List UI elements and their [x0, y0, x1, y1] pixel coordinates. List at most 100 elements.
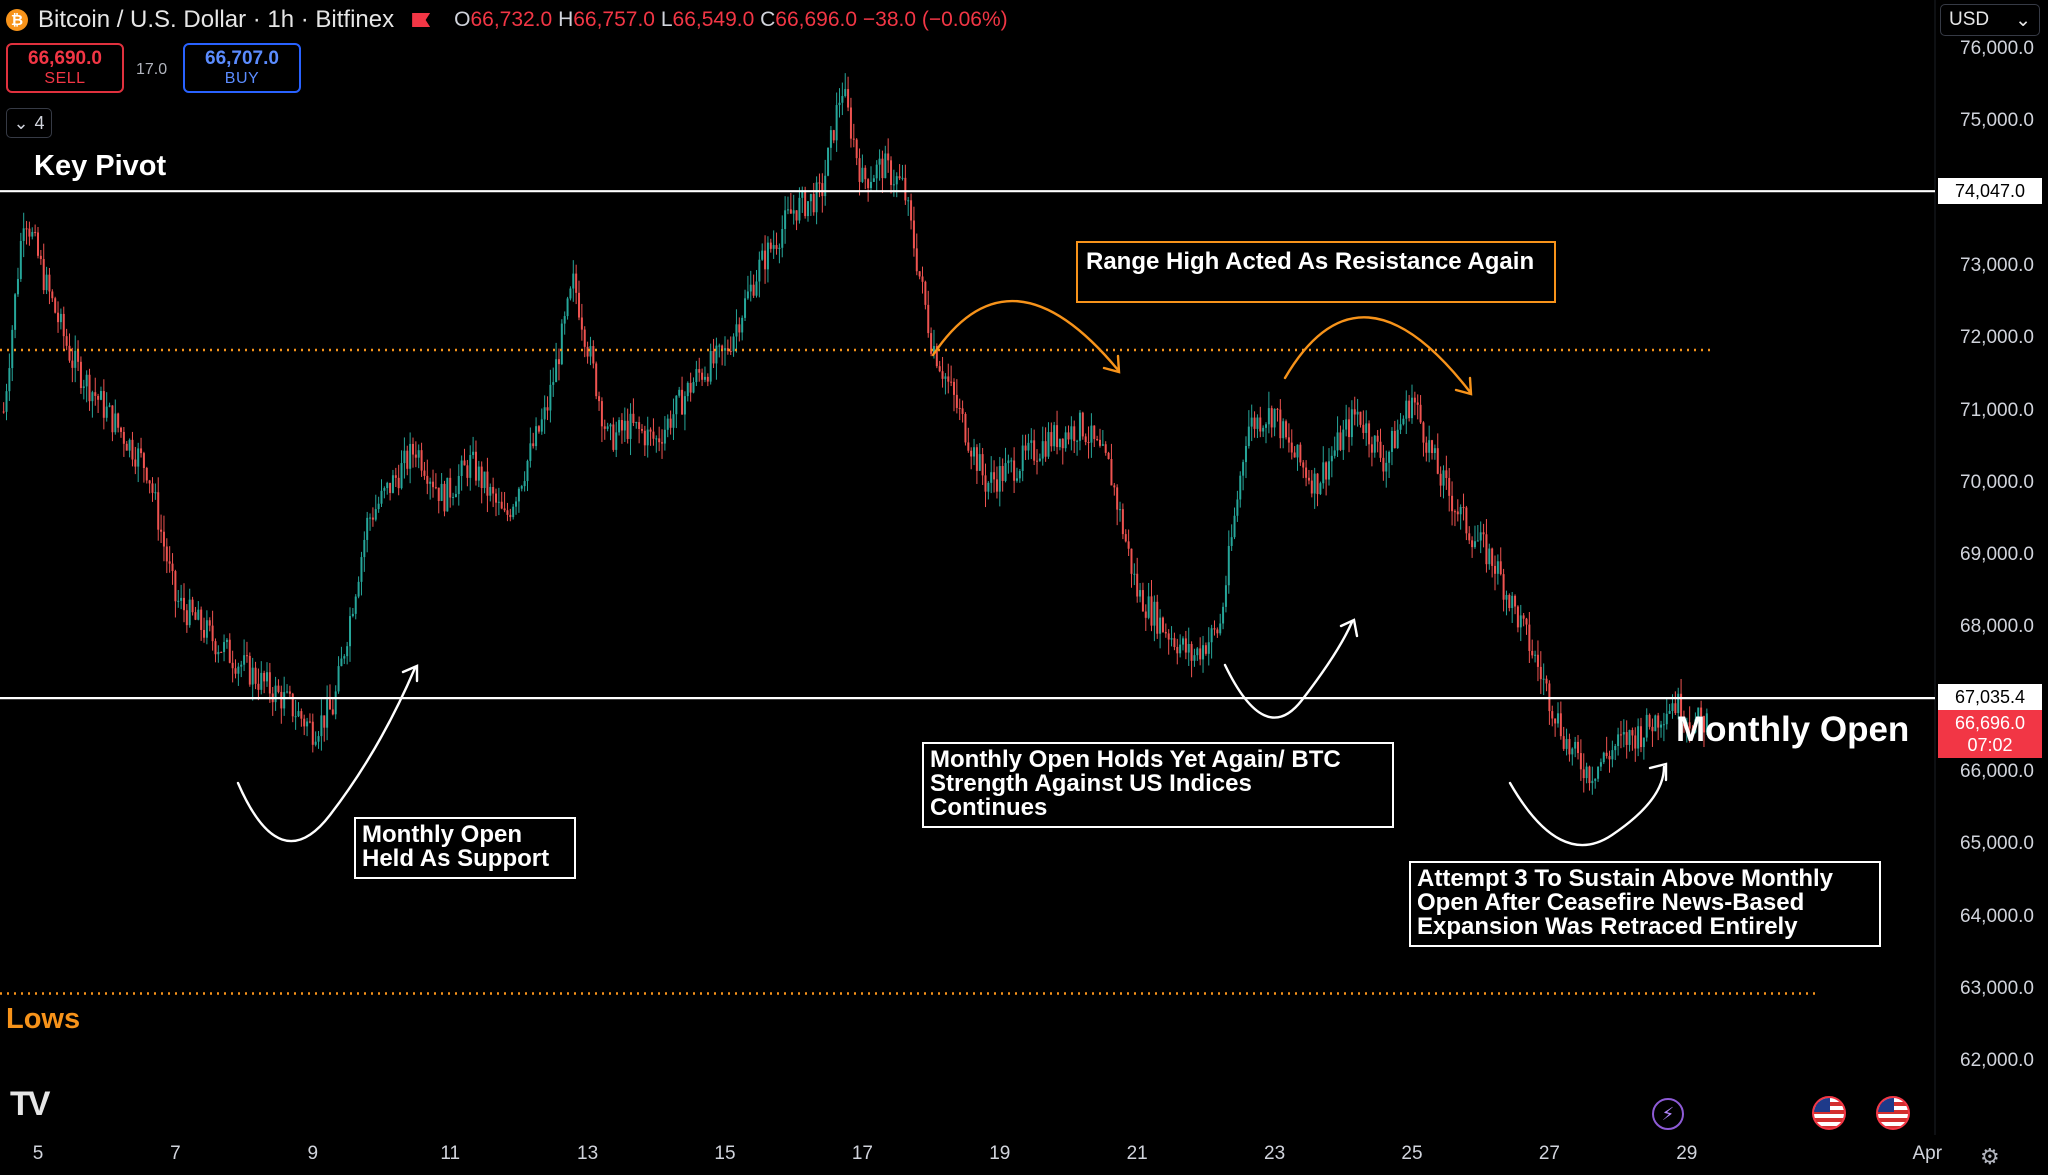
candle-body — [881, 158, 884, 179]
candle-body — [572, 273, 575, 289]
buy-button[interactable]: 66,707.0 BUY — [183, 43, 301, 93]
tradingview-logo-icon[interactable]: TV — [10, 1085, 50, 1123]
candle-body — [125, 443, 128, 451]
candle-body — [640, 428, 643, 431]
candle-body — [615, 432, 618, 450]
chevron-down-icon: ⌄ — [13, 112, 29, 133]
buy-price: 66,707.0 — [205, 48, 279, 69]
candle-body — [360, 557, 363, 582]
lightning-icon[interactable]: ⚡ — [1652, 1098, 1684, 1130]
candle-body — [1216, 629, 1219, 634]
candle-body — [575, 273, 578, 293]
us-flag-event-icon[interactable] — [1812, 1096, 1846, 1130]
candle-body — [283, 692, 286, 709]
candle-body — [1405, 400, 1408, 419]
candle-body — [586, 346, 589, 357]
price-axis-label: 62,000.0 — [1960, 1050, 2034, 1072]
candle-body — [1233, 515, 1236, 538]
candle-body — [993, 472, 996, 480]
candle-body — [1368, 423, 1371, 445]
candle-body — [1488, 548, 1491, 565]
candle-body — [1330, 455, 1333, 462]
candle-body — [277, 685, 280, 692]
settings-gear-icon[interactable]: ⚙ — [1980, 1144, 2000, 1169]
candle-body — [618, 420, 621, 433]
candle-body — [1700, 707, 1703, 717]
candle-body — [520, 486, 523, 489]
candle-body — [1061, 438, 1064, 449]
candle-body — [1044, 441, 1047, 457]
candle-body — [1316, 473, 1319, 495]
candle-body — [786, 209, 789, 211]
candle-body — [243, 655, 246, 665]
candle-body — [1479, 532, 1482, 541]
candle-body — [1365, 423, 1368, 433]
candle-body — [675, 395, 678, 415]
candle-body — [1224, 585, 1227, 607]
candle-body — [280, 691, 283, 709]
candle-body — [592, 346, 595, 364]
candle-body — [892, 184, 895, 186]
candle-body — [366, 517, 369, 540]
candle-body — [165, 546, 168, 562]
candle-body — [732, 336, 735, 352]
candle-body — [589, 346, 592, 357]
candle-body — [194, 612, 197, 620]
candle-body — [354, 596, 357, 614]
candle-body — [681, 389, 684, 415]
candle-body — [755, 281, 758, 296]
price-axis-label: 75,000.0 — [1960, 110, 2034, 132]
candle-body — [446, 477, 449, 512]
candle-body — [1559, 713, 1562, 737]
time-axis-label: 13 — [577, 1143, 599, 1164]
candle-body — [990, 472, 993, 483]
candle-body — [884, 153, 887, 179]
candle-body — [804, 190, 807, 217]
candle-body — [678, 389, 681, 396]
us-flag-event-icon[interactable] — [1876, 1096, 1910, 1130]
candle-body — [1153, 601, 1156, 626]
candle-body — [523, 481, 526, 487]
candle-body — [188, 599, 191, 626]
candle-body — [449, 477, 452, 498]
candle-body — [1259, 417, 1262, 432]
candle-body — [1582, 769, 1585, 779]
candle-body — [950, 381, 953, 383]
candle-body — [1471, 540, 1474, 548]
last-price-tag: 66,696.0 07:02 — [1938, 710, 2042, 758]
candle-body — [1213, 628, 1216, 630]
candle-body — [1167, 633, 1170, 640]
monthly-open-price-tag: 67,035.4 — [1938, 684, 2042, 710]
candle-body — [973, 447, 976, 457]
symbol-title[interactable]: Bitcoin / U.S. Dollar · 1h · Bitfinex — [38, 6, 395, 33]
indicators-collapse-button[interactable]: ⌄ 4 — [6, 108, 52, 138]
sell-button[interactable]: 66,690.0 SELL — [6, 43, 124, 93]
candle-body — [1147, 596, 1150, 618]
candle-body — [469, 455, 472, 478]
candle-body — [1076, 440, 1079, 442]
trend-arrows — [236, 299, 1668, 847]
candle-body — [721, 345, 724, 351]
candle-body — [867, 179, 870, 189]
candle-body — [741, 317, 744, 333]
candle-body — [1227, 545, 1230, 586]
candle-body — [288, 691, 291, 694]
candle-body — [795, 210, 798, 221]
candle-body — [744, 298, 747, 318]
candle-body — [1419, 404, 1422, 423]
candle-body — [858, 158, 861, 182]
candle-body — [1436, 448, 1439, 474]
candle-body — [1339, 432, 1342, 450]
candle-body — [1379, 441, 1382, 458]
currency-select[interactable]: USD ⌄ — [1940, 4, 2040, 36]
candle-body — [603, 426, 606, 429]
flag-marker-icon[interactable] — [412, 13, 431, 27]
candle-body — [1336, 432, 1339, 451]
time-axis-label: 5 — [32, 1143, 44, 1164]
candle-body — [317, 736, 320, 742]
candle-body — [1536, 654, 1539, 667]
candle-body — [706, 376, 709, 382]
candle-body — [1514, 595, 1517, 607]
candle-body — [1568, 738, 1571, 755]
